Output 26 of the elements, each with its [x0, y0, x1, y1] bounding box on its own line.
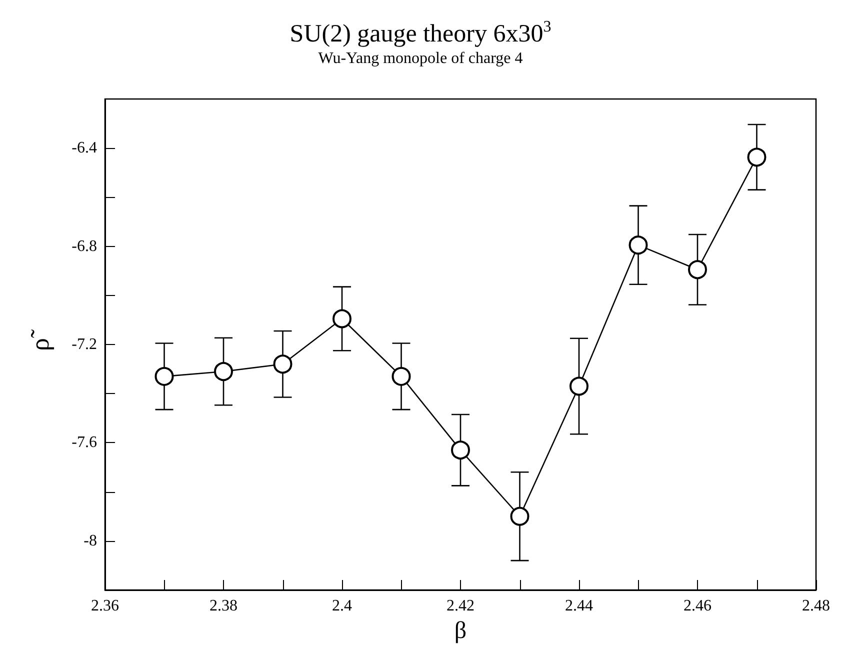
y-tick-label: -7.2	[72, 336, 97, 353]
chart-subtitle: Wu-Yang monopole of charge 4	[318, 50, 523, 67]
x-tick-label: 2.4	[332, 598, 352, 614]
x-tick-label: 2.36	[91, 598, 119, 614]
point	[451, 440, 470, 460]
y-tick-label: -6.4	[72, 140, 97, 157]
point	[688, 260, 707, 280]
point	[154, 366, 174, 386]
point	[392, 366, 411, 386]
x-tick-label: 2.42	[446, 598, 474, 614]
point	[510, 506, 530, 526]
y-tick-label: -6.8	[72, 238, 97, 255]
x-tick-label: 2.38	[210, 598, 238, 614]
x-tick-label: 2.44	[565, 598, 593, 614]
x-tick-label: 2.46	[684, 598, 712, 614]
point	[570, 376, 588, 396]
point	[628, 236, 648, 255]
y-axis-title: ρ̃	[26, 329, 54, 351]
point	[273, 354, 292, 374]
x-axis-title: β	[454, 618, 467, 644]
y-tick-label: -7.6	[72, 434, 97, 452]
point	[747, 148, 766, 167]
x-tick-label: 2.48	[802, 598, 830, 614]
y-tick-label: -8	[84, 532, 97, 550]
point	[214, 362, 233, 381]
point	[332, 309, 352, 328]
